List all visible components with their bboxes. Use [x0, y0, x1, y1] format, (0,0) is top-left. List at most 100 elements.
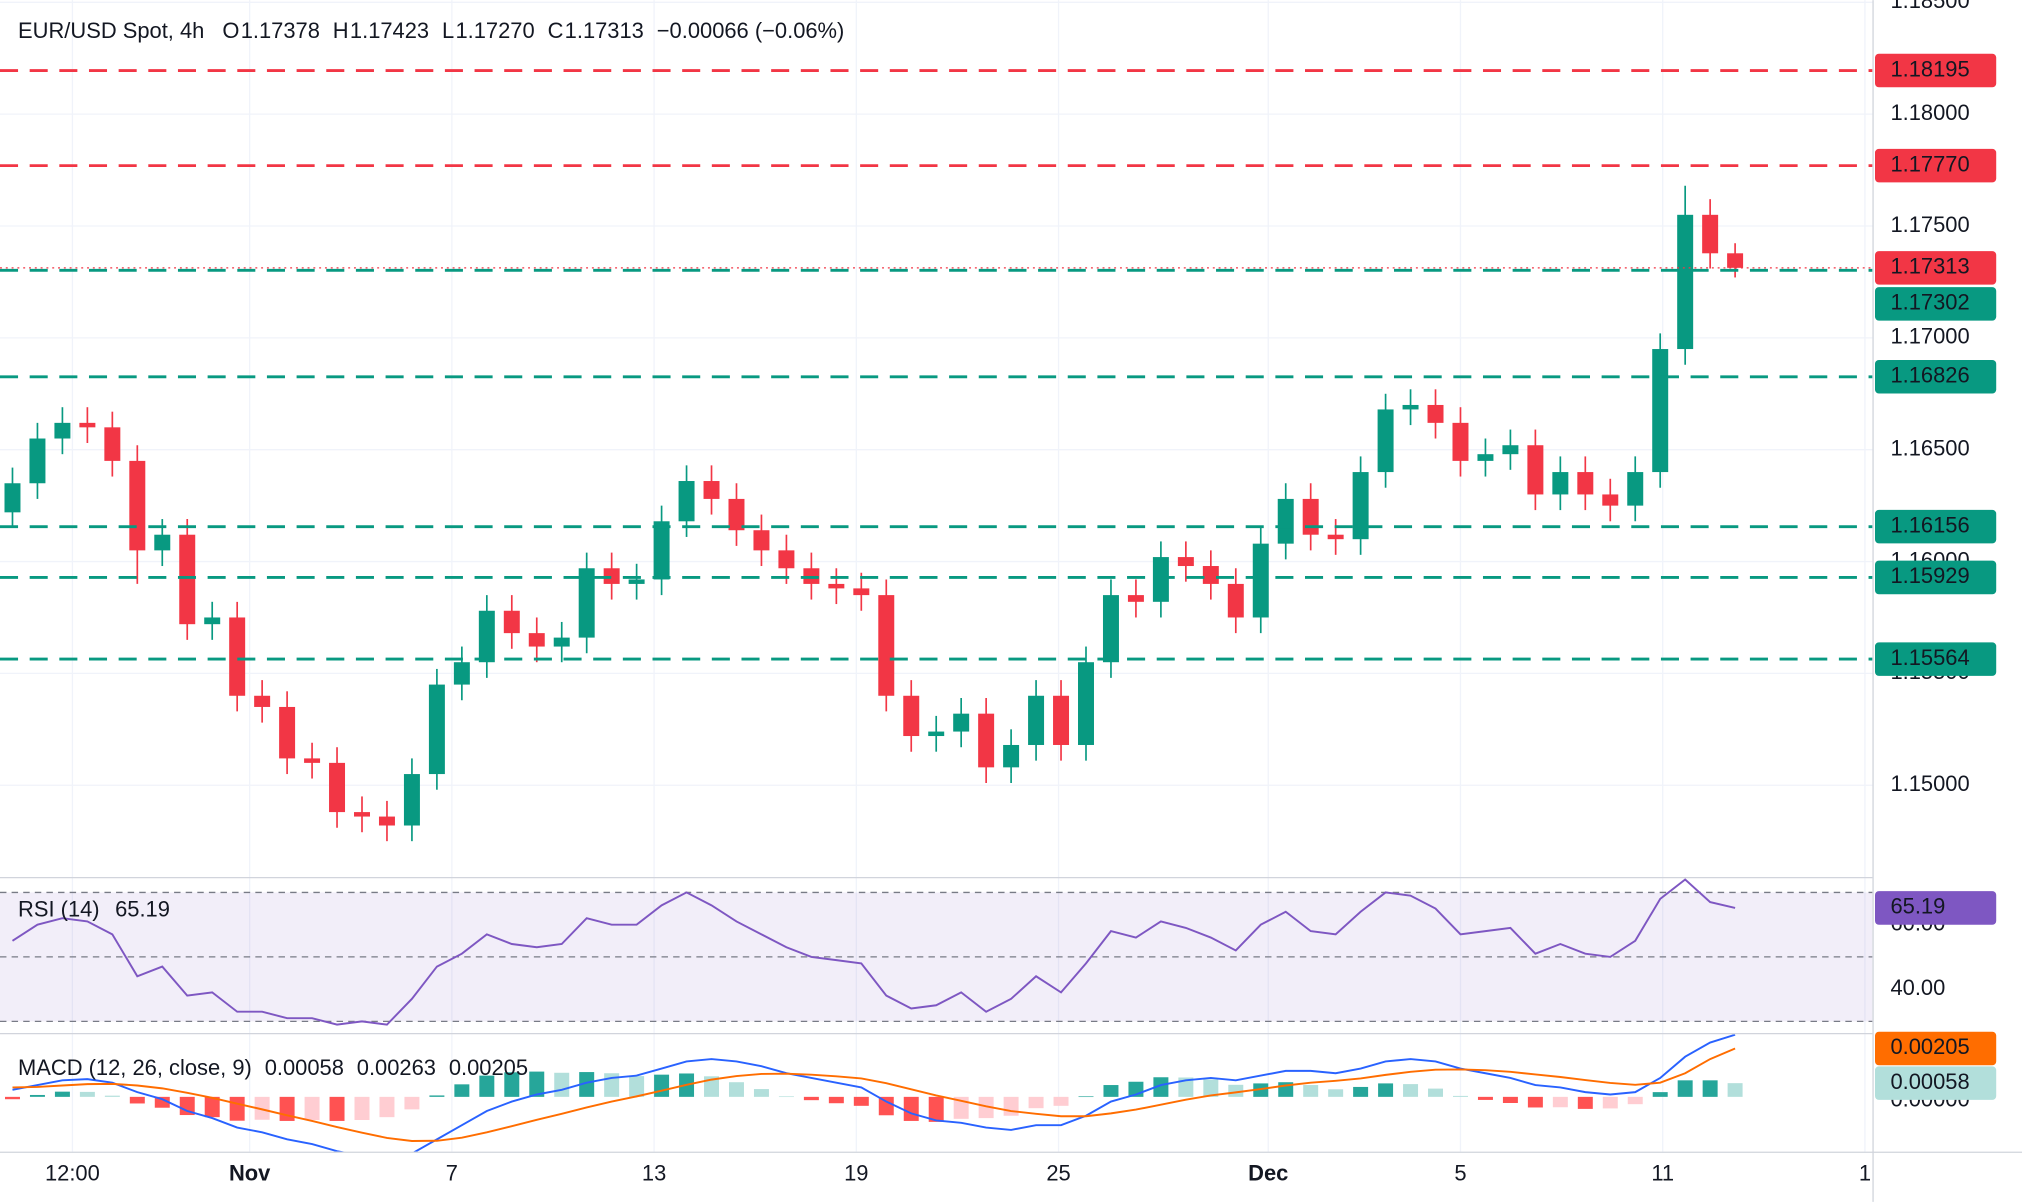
histogram-bar [229, 1096, 245, 1121]
histogram-bar [104, 1095, 120, 1097]
histogram-bar [1303, 1085, 1319, 1097]
level-label-box [1874, 148, 1997, 183]
histogram-bar [1028, 1096, 1044, 1109]
level-label-box [1874, 53, 1997, 88]
candle-body [4, 483, 21, 513]
candle-body [179, 534, 196, 625]
candle-body [254, 695, 271, 707]
x-tick-label: 13 [642, 1161, 666, 1186]
candle-body [1502, 445, 1519, 455]
candle-body [903, 695, 920, 737]
histogram-bar [903, 1096, 919, 1121]
histogram-bar [129, 1096, 145, 1104]
histogram-bar [778, 1096, 794, 1098]
ohlc-key: O [222, 18, 239, 43]
candle-body [403, 774, 420, 826]
candle-body [753, 530, 770, 551]
histogram-bar [753, 1089, 769, 1097]
ohlc-value: 1.17270 [455, 18, 534, 43]
candle-body [1602, 494, 1619, 506]
histogram-bar [1053, 1096, 1069, 1106]
candle-body [304, 758, 321, 763]
x-tick-label: 5 [1454, 1161, 1466, 1186]
y-tick-label: 1.18500 [1890, 0, 1969, 13]
histogram-bar [828, 1096, 844, 1104]
rsi-title: RSI (14) [18, 896, 100, 921]
candle-body [453, 662, 470, 685]
histogram-bar [1353, 1086, 1369, 1097]
histogram-bar [379, 1096, 395, 1118]
value-label-box [1874, 1031, 1997, 1066]
candle-body [1202, 566, 1219, 584]
histogram-bar [1677, 1080, 1693, 1097]
histogram-bar [1253, 1083, 1269, 1097]
candle-body [1152, 557, 1169, 602]
y-tick-label: 40.00 [1890, 975, 1945, 1000]
candle-body [703, 481, 720, 499]
candle-body [1003, 744, 1020, 768]
candle-body [528, 633, 545, 647]
level-label: 1.18195 [1890, 56, 1969, 81]
histogram-bar [579, 1072, 595, 1097]
candle-body [1477, 454, 1494, 461]
histogram-bar [1702, 1080, 1718, 1097]
ohlc-value: 1.17378 [241, 18, 320, 43]
x-tick-label: 25 [1046, 1161, 1070, 1186]
level-label: 1.17770 [1890, 151, 1969, 176]
candle-body [378, 816, 395, 826]
level-label: 1.16156 [1890, 512, 1969, 537]
candle-body [229, 617, 246, 696]
histogram-bar [1103, 1085, 1119, 1097]
histogram-bar [454, 1084, 470, 1097]
candle-body [603, 568, 620, 584]
histogram-bar [1602, 1096, 1618, 1109]
y-tick-label: 1.17500 [1890, 212, 1969, 237]
x-tick-label: 19 [844, 1161, 868, 1186]
histogram-bar [1577, 1096, 1593, 1109]
y-tick-label: 1.18000 [1890, 100, 1969, 125]
macd-title: MACD (12, 26, close, 9) [18, 1055, 252, 1080]
x-tick-label: 1 [1859, 1161, 1871, 1186]
candle-body [1527, 445, 1544, 495]
histogram-bar [878, 1096, 894, 1116]
candle-body [478, 610, 495, 663]
candle-body [1677, 214, 1694, 350]
histogram-bar [1452, 1095, 1468, 1097]
candle-body [1053, 695, 1070, 745]
histogram-bar [1428, 1088, 1444, 1097]
macd-value: 0.00263 [357, 1055, 436, 1080]
histogram-bar [1652, 1092, 1668, 1097]
histogram-bar [803, 1096, 819, 1101]
candle-body [354, 812, 370, 817]
histogram-bar [1403, 1084, 1419, 1097]
histogram-bar [504, 1072, 520, 1097]
axis-layer: 12:00Nov7131925Dec51111.150001.155001.16… [45, 0, 1997, 1186]
candle-body [1427, 404, 1444, 423]
histogram-bar [404, 1096, 420, 1110]
histogram-bar [329, 1096, 345, 1121]
candle-body [1252, 543, 1269, 618]
histogram-bar [79, 1091, 95, 1097]
rsi-value: 65.19 [115, 896, 170, 921]
histogram-bar [1178, 1077, 1194, 1097]
candle-body [1727, 253, 1744, 268]
histogram-bar [654, 1074, 670, 1097]
rsi-line [11, 878, 1736, 1026]
candle-body [978, 713, 995, 768]
y-tick-label: 1.16500 [1890, 435, 1969, 460]
candle-body [428, 684, 445, 775]
candle-body [1452, 422, 1469, 461]
price-pane [0, 69, 1873, 842]
histogram-bar [1153, 1077, 1169, 1097]
histogram-bar [354, 1096, 370, 1120]
signal-line [12, 1047, 1736, 1142]
candle-body [1627, 472, 1644, 506]
candle-body [778, 550, 795, 569]
histogram-bar [1078, 1096, 1094, 1098]
candle-body [628, 579, 645, 584]
histogram-bar [728, 1082, 744, 1097]
y-tick-label: 1.15000 [1890, 771, 1969, 796]
macd-pane [4, 1034, 1743, 1152]
histogram-bar [1552, 1096, 1568, 1108]
histogram-bar [54, 1091, 70, 1097]
